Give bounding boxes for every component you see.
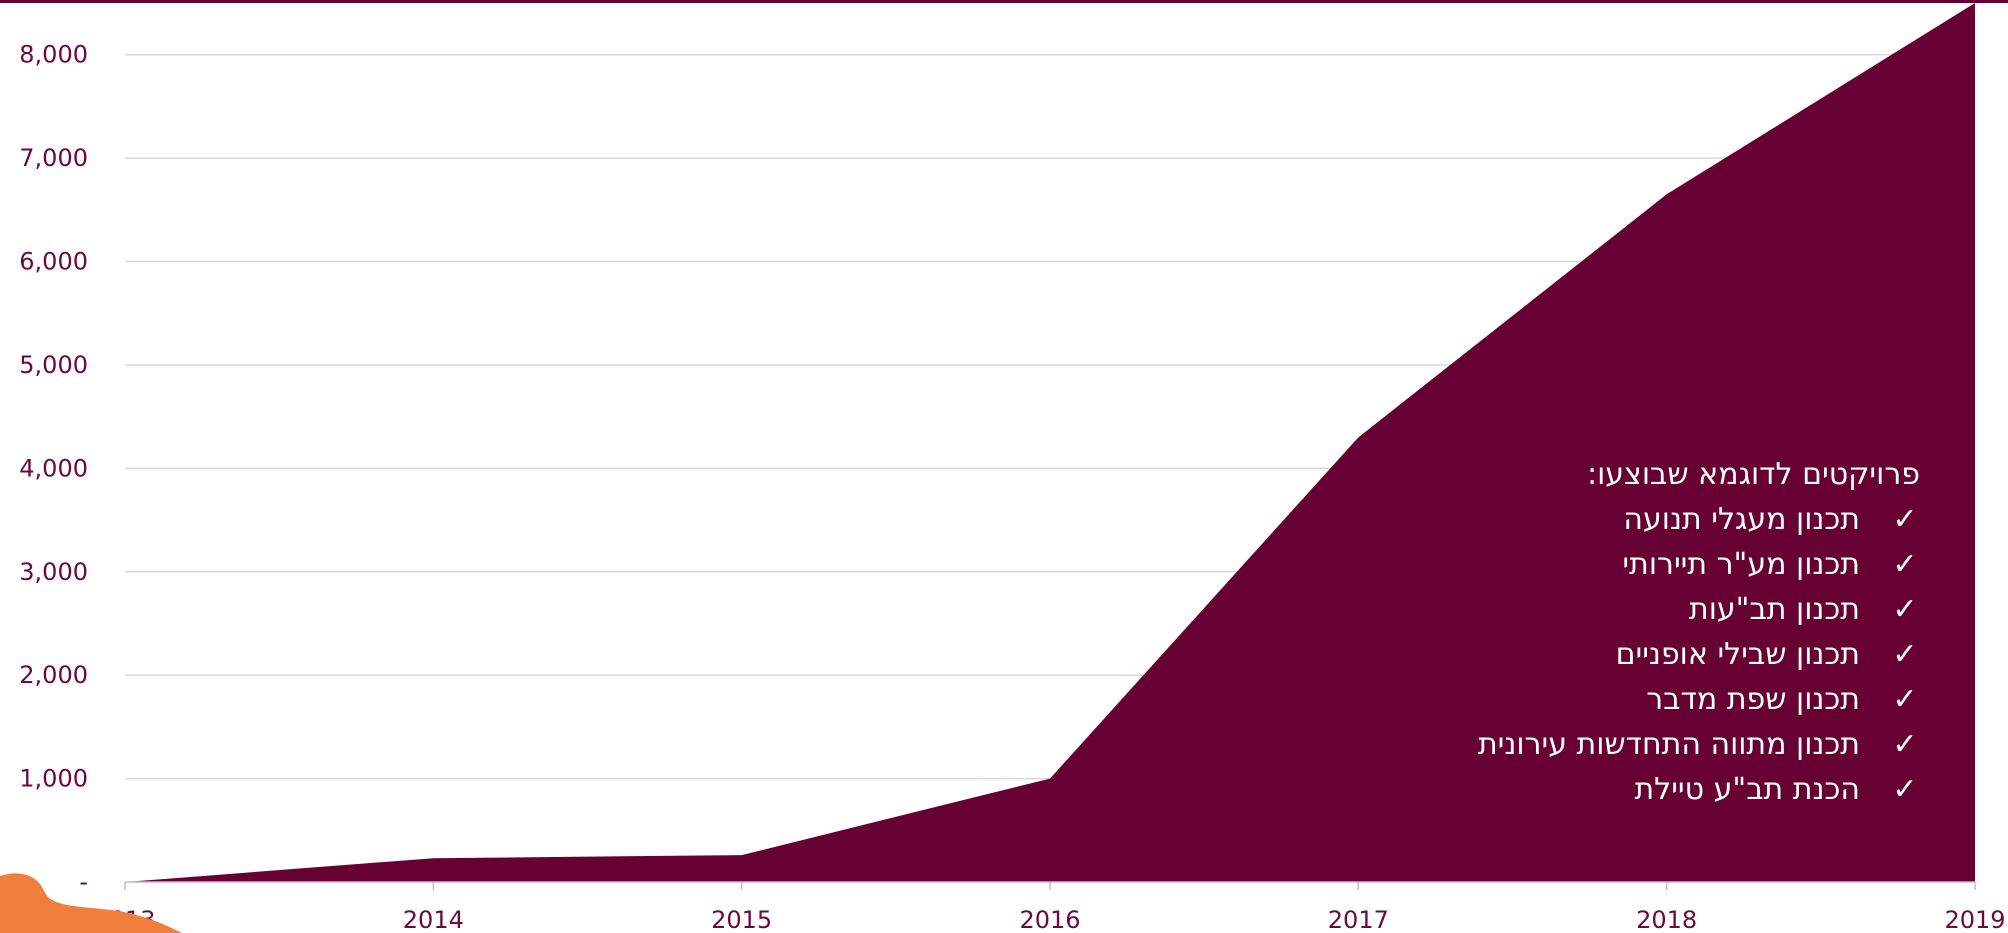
list-item: ✓ תכנון מתווה התחדשות עירונית — [1478, 722, 1920, 767]
check-icon: ✓ — [1892, 547, 1918, 582]
list-item: ✓ תכנון תב"עות — [1478, 587, 1920, 632]
check-icon: ✓ — [1892, 772, 1918, 807]
x-axis — [124, 881, 1976, 890]
check-icon: ✓ — [1892, 592, 1918, 627]
list-item: ✓ תכנון שפת מדבר — [1478, 677, 1920, 722]
list-item-label: תכנון מתווה התחדשות עירונית — [1477, 727, 1860, 762]
x-tick-label: 2015 — [711, 906, 772, 933]
area-fill — [125, 3, 1975, 882]
list-item-label: תכנון תב"עות — [1688, 592, 1860, 627]
list-item: ✓ תכנון מעגלי תנועה — [1478, 497, 1920, 542]
y-axis-tick-labels: - 1,000 2,000 3,000 4,000 5,000 6,000 7,000 8,00… — [19, 41, 88, 896]
x-tick-label: 2017 — [1328, 906, 1389, 933]
list-item: ✓ הכנת תב"ע טיילת — [1478, 767, 1920, 812]
check-icon: ✓ — [1892, 637, 1918, 672]
y-tick-label: 5,000 — [19, 351, 88, 379]
y-tick-label: 1,000 — [19, 765, 88, 793]
annotation-title: פרויקטים לדוגמא שבוצעו: — [1586, 457, 1920, 492]
top-border — [0, 0, 2008, 3]
list-item: ✓ תכנון שבילי אופניים — [1478, 632, 1920, 677]
check-icon: ✓ — [1892, 682, 1918, 717]
check-icon: ✓ — [1892, 502, 1918, 537]
list-item-label: תכנון מע"ר תיירותי — [1622, 547, 1860, 582]
x-tick-label: 2014 — [403, 906, 464, 933]
y-tick-label: 3,000 — [19, 558, 88, 586]
y-tick-label: 7,000 — [19, 144, 88, 172]
check-icon: ✓ — [1892, 727, 1918, 762]
y-tick-label: 4,000 — [19, 454, 88, 482]
list-item-label: תכנון מעגלי תנועה — [1623, 502, 1860, 537]
y-tick-label: 2,000 — [19, 661, 88, 689]
list-item: ✓ תכנון מע"ר תיירותי — [1478, 542, 1920, 587]
projects-annotation: פרויקטים לדוגמא שבוצעו: ✓ תכנון מעגלי תנ… — [1478, 452, 1920, 812]
list-item-label: תכנון שבילי אופניים — [1615, 637, 1860, 672]
x-tick-label: 2019 — [1944, 906, 2005, 933]
orange-decoration — [0, 873, 182, 933]
y-tick-label: - — [79, 868, 88, 896]
x-tick-label: 2018 — [1636, 906, 1697, 933]
list-item-label: הכנת תב"ע טיילת — [1634, 772, 1860, 807]
y-tick-label: 6,000 — [19, 248, 88, 276]
x-tick-label: 2016 — [1019, 906, 1080, 933]
y-tick-label: 8,000 — [19, 41, 88, 69]
x-axis-tick-labels: 2013201420152016201720182019 — [94, 906, 2005, 933]
orange-shape — [0, 873, 182, 933]
annotation-list: ✓ תכנון מעגלי תנועה ✓ תכנון מע"ר תיירותי… — [1478, 497, 1920, 812]
list-item-label: תכנון שפת מדבר — [1646, 682, 1860, 717]
area-series — [125, 3, 1975, 882]
